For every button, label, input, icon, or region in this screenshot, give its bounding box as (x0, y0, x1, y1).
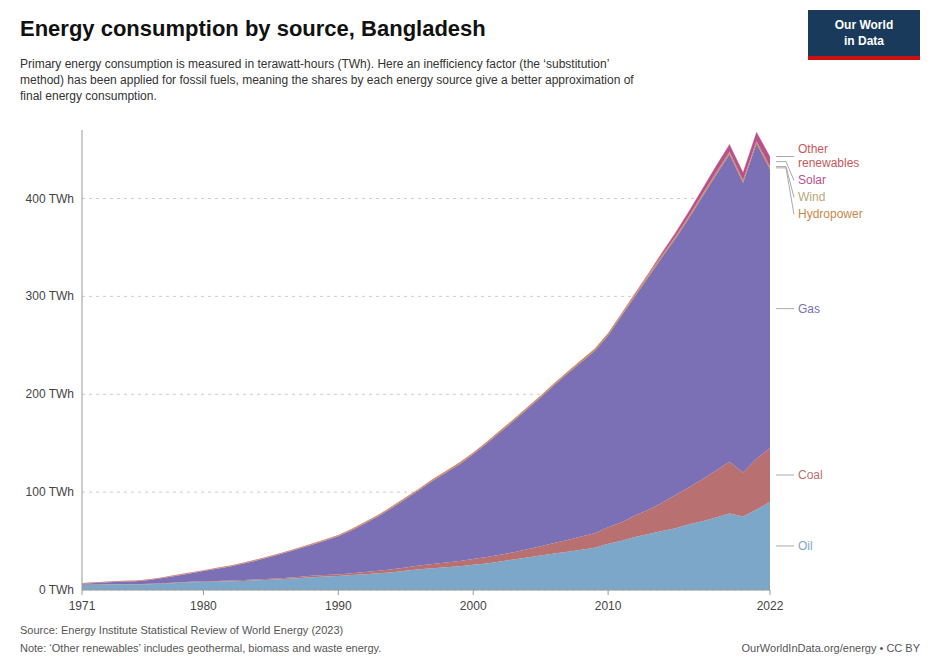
legend-leader (776, 167, 794, 198)
y-tick-label: 200 TWh (26, 387, 74, 401)
subtitle: Primary energy consumption is measured i… (20, 57, 609, 71)
subtitle: final energy consumption. (20, 89, 157, 103)
legend-label: Solar (798, 173, 826, 187)
area (82, 144, 770, 585)
x-tick-label: 2022 (757, 599, 784, 613)
legend-leader (776, 545, 794, 546)
chart: Energy consumption by source, Bangladesh… (0, 0, 940, 664)
area (82, 141, 770, 584)
x-tick-label: 1980 (190, 599, 217, 613)
legend-leader (776, 168, 794, 215)
legend-leader (776, 475, 794, 476)
title: Energy consumption by source, Bangladesh (20, 16, 486, 41)
legend-leader (776, 308, 794, 309)
x-tick-label: 1990 (325, 599, 352, 613)
areas (82, 132, 770, 590)
logo-bar (808, 56, 920, 60)
area (82, 141, 770, 583)
x-tick-label: 2010 (595, 599, 622, 613)
area (82, 132, 770, 583)
legend-label: Hydropower (798, 207, 863, 221)
grid-line (82, 198, 770, 199)
legend-leader (776, 156, 794, 157)
legend: Otherrenewables Solar Wind Hydropower Gas Coa… (776, 142, 863, 552)
x-tick-label: 1971 (69, 599, 96, 613)
x-tick-label: 2000 (460, 599, 487, 613)
legend-label: Coal (798, 468, 823, 482)
logo-box (808, 10, 920, 56)
legend-leader (776, 162, 794, 181)
y-tick-label: 0 TWh (39, 583, 74, 597)
area (82, 132, 770, 584)
logo-text: in Data (844, 34, 884, 48)
x-tick (203, 590, 204, 595)
y-axis (82, 130, 83, 590)
logo-text: Our World (835, 18, 893, 32)
x-tick (82, 590, 83, 595)
y-tick-label: 100 TWh (26, 485, 74, 499)
legend-label: Otherrenewables (798, 142, 859, 170)
y-tick-label: 400 TWh (26, 192, 74, 206)
background (0, 0, 940, 664)
legend-label: Gas (798, 302, 820, 316)
x-tick (338, 590, 339, 595)
legend-label: Oil (798, 539, 813, 553)
y-tick-label: 300 TWh (26, 289, 74, 303)
x-tick (608, 590, 609, 595)
legend-label: Wind (798, 190, 825, 204)
subtitle: method) has been applied for fossil fuel… (20, 73, 634, 87)
source: Source: Energy Institute Statistical Rev… (20, 624, 343, 636)
logo: Our World in Data (808, 10, 920, 60)
grid-line (82, 590, 770, 591)
x-tick (473, 590, 474, 595)
url: OurWorldInData.org/energy • CC BY (742, 642, 921, 654)
x-axis (82, 590, 770, 591)
note: Note: ‘Other renewables’ includes geothe… (20, 642, 381, 654)
x-tick (770, 590, 771, 595)
